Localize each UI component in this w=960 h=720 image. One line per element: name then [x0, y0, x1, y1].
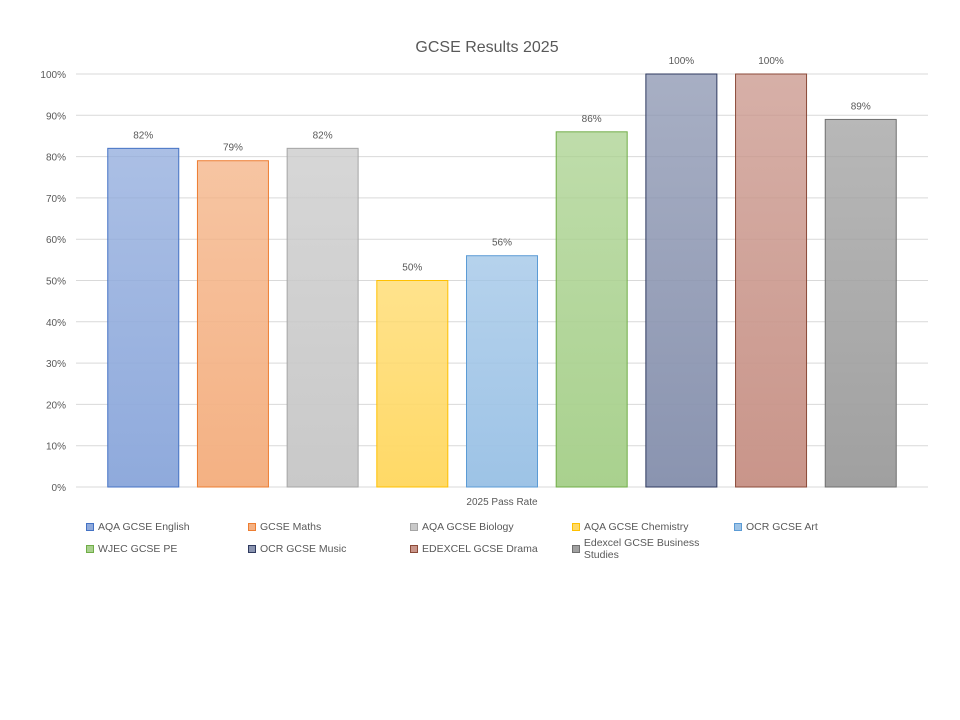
y-tick-label: 0% — [52, 483, 67, 494]
legend-swatch — [572, 545, 580, 553]
bar — [466, 255, 538, 488]
legend-label: AQA GCSE Biology — [422, 521, 514, 533]
bar — [196, 160, 269, 488]
legend-swatch — [248, 545, 256, 553]
legend-item: WJEC GCSE PE — [86, 542, 248, 556]
data-label: 100% — [758, 56, 784, 67]
legend-swatch — [86, 545, 94, 553]
bar — [645, 73, 718, 488]
bar — [286, 147, 359, 488]
y-tick-label: 50% — [46, 277, 66, 288]
legend-item: OCR GCSE Art — [734, 520, 896, 534]
y-tick-label: 80% — [46, 153, 66, 164]
legend: AQA GCSE English GCSE Maths AQA GCSE Biolo… — [86, 520, 926, 561]
legend-label: EDEXCEL GCSE Drama — [422, 543, 538, 555]
chart-title: GCSE Results 2025 — [415, 39, 558, 56]
legend-label: OCR GCSE Art — [746, 521, 818, 533]
legend-label: WJEC GCSE PE — [98, 543, 178, 555]
y-tick-label: 90% — [46, 111, 66, 122]
data-label: 82% — [133, 130, 153, 141]
legend-swatch — [734, 523, 742, 531]
legend-label: GCSE Maths — [260, 521, 322, 533]
data-label: 79% — [223, 143, 243, 154]
bar — [376, 280, 449, 488]
legend-item: AQA GCSE English — [86, 520, 248, 534]
legend-item: AQA GCSE Biology — [410, 520, 572, 534]
legend-item: AQA GCSE Chemistry — [572, 520, 734, 534]
bar — [824, 118, 897, 488]
x-category-label: 2025 Pass Rate — [466, 497, 538, 508]
bar — [555, 131, 628, 488]
y-tick-label: 40% — [46, 318, 66, 329]
bar — [107, 147, 180, 488]
y-tick-label: 20% — [46, 400, 66, 411]
legend-swatch — [248, 523, 256, 531]
y-tick-label: 70% — [46, 194, 66, 205]
legend-item: EDEXCEL GCSE Drama — [410, 542, 572, 556]
legend-swatch — [86, 523, 94, 531]
legend-label: AQA GCSE English — [98, 521, 190, 533]
data-labels: 82% 79% 82% 50% 56% 86% 100% 100% 89% — [133, 56, 871, 274]
data-label: 86% — [582, 114, 602, 125]
bar — [735, 73, 808, 488]
bars — [107, 73, 897, 488]
data-label: 89% — [851, 101, 871, 112]
legend-label: OCR GCSE Music — [260, 543, 347, 555]
legend-item: OCR GCSE Music — [248, 542, 410, 556]
legend-item: Edexcel GCSE Business Studies — [572, 537, 734, 561]
data-label: 100% — [669, 56, 695, 67]
y-tick-label: 30% — [46, 359, 66, 370]
legend-label: Edexcel GCSE Business Studies — [583, 537, 700, 561]
legend-item: GCSE Maths — [248, 520, 410, 534]
data-label: 82% — [313, 130, 333, 141]
data-label: 56% — [492, 238, 512, 249]
legend-swatch — [572, 523, 580, 531]
legend-swatch — [410, 545, 418, 553]
y-axis-ticks: 0% 10% 20% 30% 40% 50% 60% 70% 80% 90% 100% — [40, 70, 66, 494]
legend-swatch — [410, 523, 418, 531]
y-tick-label: 10% — [46, 442, 66, 453]
legend-label: AQA GCSE Chemistry — [584, 521, 689, 533]
y-tick-label: 100% — [40, 70, 66, 81]
y-tick-label: 60% — [46, 235, 66, 246]
data-label: 50% — [402, 263, 422, 274]
